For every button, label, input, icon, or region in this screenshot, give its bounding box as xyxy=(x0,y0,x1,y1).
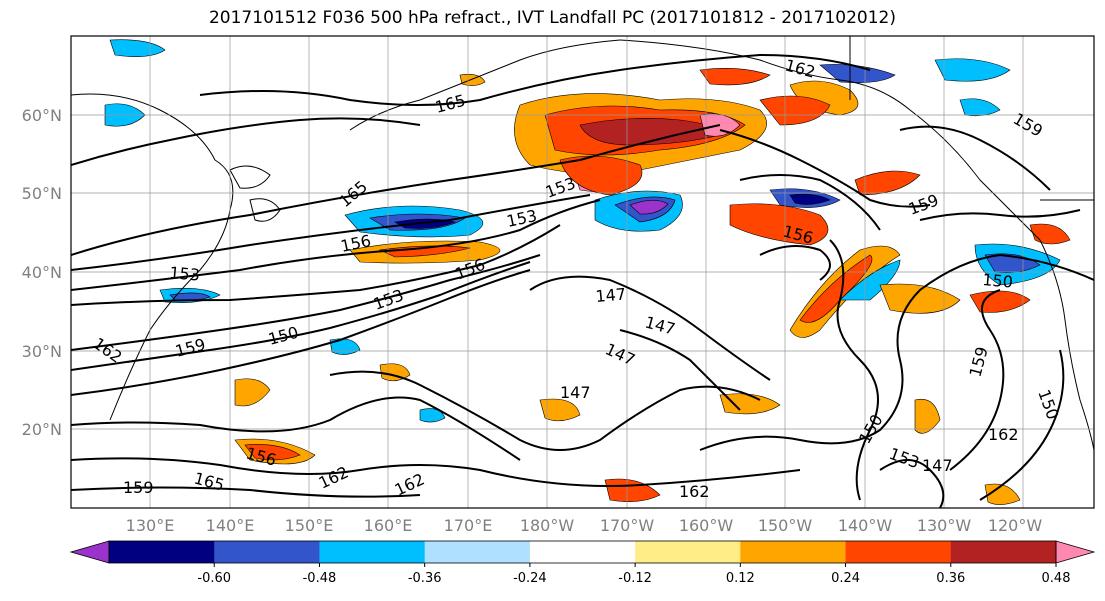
contour-label: 147 xyxy=(922,456,953,475)
colorbar-segment xyxy=(529,541,636,563)
colorbar-segment xyxy=(845,541,952,563)
colorbar-segment xyxy=(109,541,215,563)
lat-label: 50°N xyxy=(22,184,62,203)
lat-label: 40°N xyxy=(22,263,62,282)
colorbar-segment xyxy=(424,541,531,563)
lon-label: 170°E xyxy=(444,516,493,535)
colorbar-extension-left xyxy=(69,540,110,564)
colorbar-tick-label: -0.60 xyxy=(197,571,231,586)
colorbar-tick-label: -0.24 xyxy=(513,571,547,586)
colorbar-tick-label: -0.48 xyxy=(303,571,337,586)
contour-label: 153 xyxy=(169,263,201,285)
colorbar-tick-label: 0.36 xyxy=(936,571,965,586)
colorbar-segment xyxy=(635,541,741,563)
contour-label: 162 xyxy=(679,482,710,501)
lon-label: 130°E xyxy=(126,516,175,535)
lon-label: 180°W xyxy=(520,516,575,535)
lon-label: 140°E xyxy=(206,516,255,535)
colorbar-ticks: -0.60 -0.48 -0.36 -0.24 -0.12 0.12 0.24 0.36 0.4… xyxy=(197,563,1071,586)
colorbar-frame xyxy=(108,540,1057,564)
lat-label: 60°N xyxy=(22,106,62,125)
contour-label: 162 xyxy=(988,425,1019,444)
colorbar-tick-label: 0.48 xyxy=(1042,571,1071,586)
longitude-labels: 130°E 140°E 150°E 160°E 170°E 180°W 170°… xyxy=(126,516,1043,535)
map-frame xyxy=(70,35,1095,509)
map-title: 2017101512 F036 500 hPa refract., IVT La… xyxy=(208,8,896,28)
colorbar-tick-label: 0.24 xyxy=(831,571,860,586)
contour-label: 159 xyxy=(123,478,154,497)
lat-label: 30°N xyxy=(22,342,62,361)
lon-label: 160°E xyxy=(364,516,413,535)
colorbar-segment xyxy=(214,541,320,563)
shading-field xyxy=(104,39,1071,505)
lon-label: 160°W xyxy=(679,516,734,535)
colorbar-extension-right xyxy=(1055,540,1096,564)
colorbar-tick-label: 0.12 xyxy=(726,571,755,586)
lon-label: 150°W xyxy=(758,516,813,535)
contour-label: 150 xyxy=(982,270,1014,292)
refractivity-contours xyxy=(71,53,1094,508)
latitude-labels: 60°N 50°N 40°N 30°N 20°N xyxy=(22,106,62,439)
colorbar xyxy=(69,540,1096,564)
colorbar-segment xyxy=(319,541,426,563)
colorbar-segment xyxy=(950,541,1057,563)
colorbar-segment xyxy=(740,541,847,563)
lat-label: 20°N xyxy=(22,420,62,439)
lon-label: 150°E xyxy=(285,516,334,535)
colorbar-tick-label: -0.12 xyxy=(618,571,652,586)
lon-label: 140°W xyxy=(838,516,893,535)
contour-label: 147 xyxy=(595,284,627,306)
lon-label: 170°W xyxy=(600,516,655,535)
lon-label: 120°W xyxy=(988,516,1043,535)
contour-label: 147 xyxy=(560,383,591,402)
map-plot-area: 162 165 159 165 153 153 156 156 153 150 … xyxy=(71,36,1094,508)
colorbar-tick-label: -0.36 xyxy=(408,571,442,586)
lon-label: 130°W xyxy=(917,516,972,535)
